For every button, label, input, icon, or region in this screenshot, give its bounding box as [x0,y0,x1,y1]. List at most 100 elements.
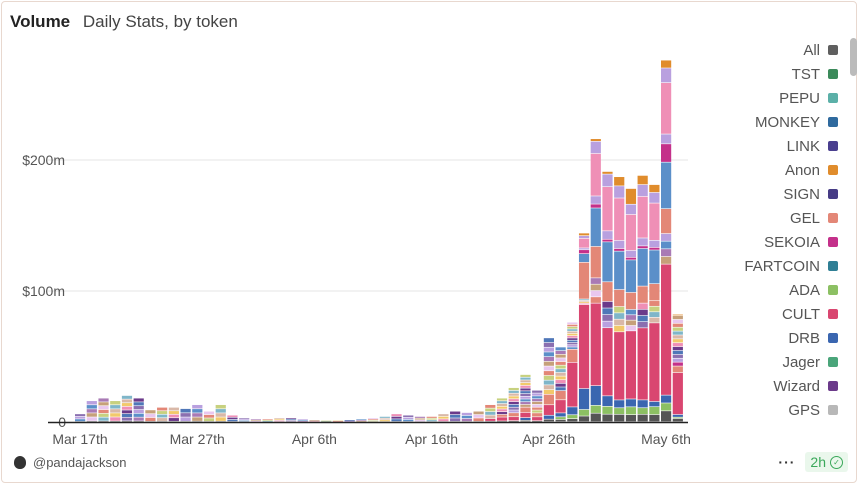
bar-segment-cult[interactable] [555,400,566,413]
bar-segment-all[interactable] [543,419,554,422]
bar-segment-other[interactable] [426,418,437,420]
bar-stack[interactable] [98,398,109,422]
bar-stack[interactable] [203,411,215,423]
bar-stack[interactable] [168,407,179,423]
bar-segment-other[interactable] [285,420,297,422]
bar-segment-other[interactable] [637,196,648,238]
bar-segment-other[interactable] [614,186,625,198]
bar-segment-other[interactable] [180,417,191,422]
bar-segment-other[interactable] [614,198,625,241]
bar-segment-other[interactable] [637,309,648,316]
bar-segment-all[interactable] [602,414,613,422]
bar-segment-sekoia[interactable] [590,204,601,208]
bar-segment-other[interactable] [461,412,472,416]
bar-segment-other[interactable] [274,419,285,421]
bar-segment-cult[interactable] [508,417,519,421]
bar-segment-other[interactable] [250,420,261,421]
bar-segment-all[interactable] [496,421,508,422]
bar-segment-gel[interactable] [543,394,554,405]
bar-segment-other[interactable] [672,315,683,320]
bar-segment-other[interactable] [414,420,426,422]
bar-stack[interactable] [157,407,168,423]
bar-segment-drb[interactable] [520,417,531,420]
bar-stack[interactable] [403,415,414,423]
bar-segment-other[interactable] [543,347,554,352]
bar-segment-other[interactable] [578,238,590,248]
bar-segment-other[interactable] [121,403,133,407]
bar-segment-other[interactable] [98,417,109,421]
bar-segment-other[interactable] [637,303,648,310]
bar-stack[interactable] [192,404,203,423]
bar-segment-other[interactable] [215,409,226,413]
bar-segment-other[interactable] [672,343,683,347]
bar-segment-other[interactable] [661,162,672,209]
bar-segment-other[interactable] [86,417,97,421]
bar-segment-other[interactable] [473,414,484,418]
bar-segment-other[interactable] [555,383,566,387]
bar-segment-all[interactable] [86,421,97,422]
bar-segment-other[interactable] [555,350,566,354]
bar-segment-other[interactable] [227,417,238,420]
bar-segment-other[interactable] [520,393,531,397]
bar-segment-anon[interactable] [602,171,613,174]
bar-segment-other[interactable] [110,413,121,417]
bar-stack[interactable] [86,401,97,422]
bar-segment-other[interactable] [625,250,637,257]
bar-segment-other[interactable] [649,240,660,248]
bar-segment-other[interactable] [567,338,578,340]
bar-segment-other[interactable] [520,399,531,402]
bar-segment-other[interactable] [532,390,543,393]
bar-segment-gel[interactable] [590,246,601,278]
bar-segment-other[interactable] [227,419,238,422]
bar-segment-other[interactable] [86,405,97,409]
bar-segment-other[interactable] [450,414,461,418]
bar-segment-cult[interactable] [567,362,578,407]
bar-segment-other[interactable] [602,301,613,308]
bar-segment-other[interactable] [672,327,683,331]
bar-segment-other[interactable] [239,418,250,419]
bar-segment-other[interactable] [555,354,566,358]
bar-segment-sekoia[interactable] [614,248,625,251]
bar-segment-all[interactable] [661,411,672,422]
bar-segment-sekoia[interactable] [602,239,613,242]
bar-segment-other[interactable] [555,387,566,391]
bar-segment-other[interactable] [555,358,566,362]
bar-segment-other[interactable] [496,401,508,404]
bar-segment-other[interactable] [602,231,613,239]
bar-segment-other[interactable] [508,404,519,407]
bar-segment-all[interactable] [508,420,519,422]
bar-segment-all[interactable] [614,414,625,422]
bar-stack[interactable] [637,175,648,422]
bar-segment-other[interactable] [508,410,519,413]
bar-segment-other[interactable] [567,340,578,343]
bar-segment-other[interactable] [309,421,320,422]
bar-segment-other[interactable] [379,416,390,418]
bar-segment-other[interactable] [403,419,414,422]
bar-segment-other[interactable] [543,352,554,357]
bar-stack[interactable] [180,408,191,423]
bar-segment-other[interactable] [590,196,601,204]
bar-segment-other[interactable] [86,413,97,417]
bar-segment-other[interactable] [285,418,297,419]
bar-segment-other[interactable] [590,278,601,284]
bar-segment-other[interactable] [532,404,543,407]
bar-segment-other[interactable] [590,290,601,297]
bar-segment-other[interactable] [461,418,472,422]
bar-segment-other[interactable] [438,419,449,422]
bar-segment-cult[interactable] [649,323,660,402]
bar-segment-other[interactable] [578,253,590,263]
bar-segment-other[interactable] [649,317,660,323]
bar-segment-other[interactable] [426,420,437,422]
bar-segment-other[interactable] [262,421,273,422]
bar-stack[interactable] [614,177,625,422]
bar-segment-other[interactable] [555,372,566,376]
bar-segment-other[interactable] [321,421,332,422]
bar-segment-other[interactable] [520,383,531,386]
bar-segment-cult[interactable] [578,304,590,389]
bar-segment-other[interactable] [215,404,226,409]
bar-segment-other[interactable] [543,385,554,390]
bar-stack[interactable] [496,398,508,422]
bar-segment-all[interactable] [98,421,109,422]
bar-segment-other[interactable] [391,416,402,419]
bar-stack[interactable] [520,374,531,422]
